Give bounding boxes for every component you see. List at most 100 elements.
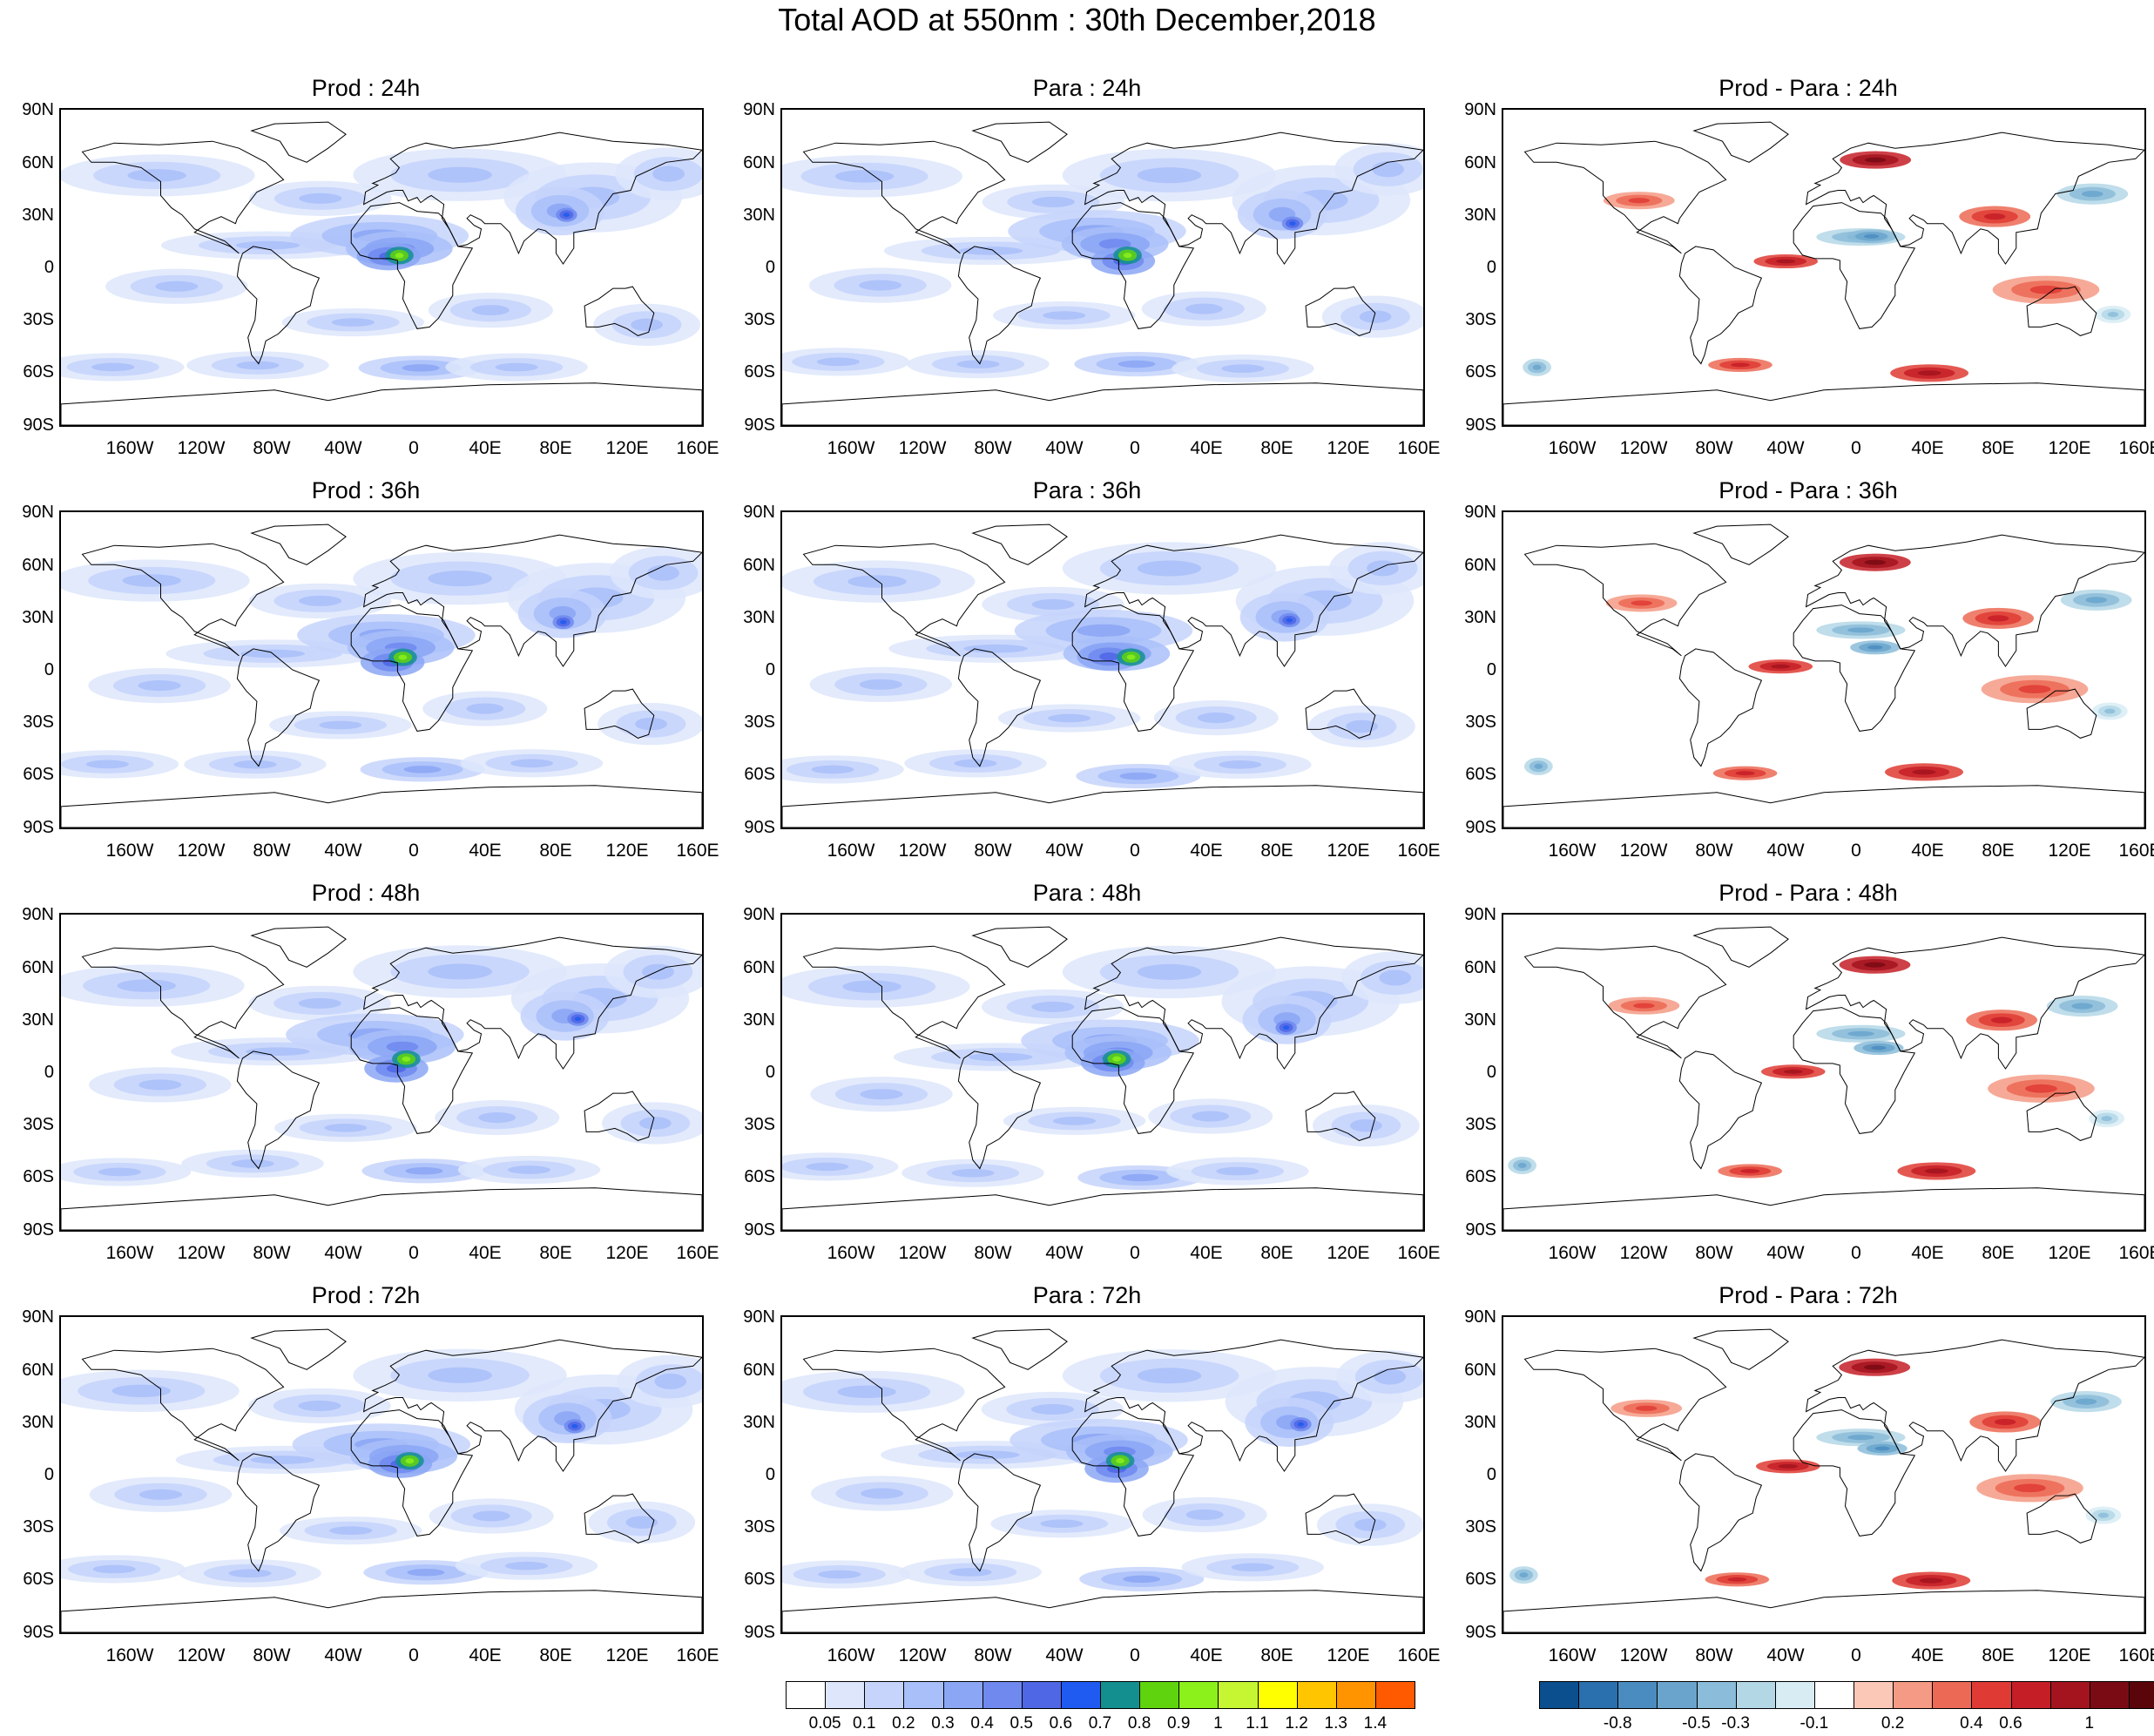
map-svg [782,121,1423,425]
longitude-label: 160W [105,841,154,861]
colorbar-swatch [903,1681,944,1709]
coastline-outline [1084,1339,1423,1472]
field-patch [806,1162,849,1172]
latitude-label: 30N [1464,608,1496,627]
latitude-label: 30S [744,310,775,329]
latitude-label: 60S [23,1570,54,1589]
coastline-outline [1523,140,1727,254]
field-patch [324,1123,368,1132]
longitude-label: 160E [676,438,719,458]
field-patch [245,1047,310,1057]
coastline-outline [1071,202,1195,329]
coastline-outline [1305,1091,1376,1141]
latitude-label: 30N [1464,1413,1496,1432]
longitude-label: 40E [1190,438,1223,458]
longitude-label: 0 [409,438,419,458]
field-patch [1053,1117,1097,1125]
longitude-label: 0 [1851,438,1861,458]
latitude-label: 60S [1465,1570,1496,1589]
latitude-label: 60N [1464,1361,1496,1380]
coastline-outline [1503,382,2144,425]
coastline-outline [1084,936,1423,1070]
map-svg [1503,926,2144,1230]
colorbar-swatch [2049,1681,2090,1709]
field-patch [638,1117,672,1130]
latitude-label: 30S [1465,1115,1496,1134]
coastlines [61,524,702,827]
field-patch [1116,1457,1124,1463]
coastline-outline [1503,785,2144,827]
colorbar-swatch [1296,1681,1337,1709]
map-plot [1502,1315,2146,1634]
longitude-label: 160W [105,438,154,458]
latitude-label: 60N [22,153,54,172]
coastline-outline [1692,1328,1789,1370]
latitude-label: 90N [743,503,775,522]
latitude-label: 30S [23,310,54,329]
longitude-label: 80W [253,841,291,861]
coastlines [782,121,1423,425]
longitude-label: 40W [324,1645,362,1665]
colorbar-swatch [2128,1681,2154,1709]
colorbar-label: 0.5 [1009,1714,1033,1733]
field-patch [2029,285,2063,294]
field-patch [1534,763,1543,769]
latitude-label: 90S [1465,1220,1496,1240]
latitude-label: 90N [743,1307,775,1327]
coastline-outline [971,1328,1068,1370]
longitude-label: 120E [605,841,649,861]
longitude-label: 80E [1260,1645,1293,1665]
colorbar-swatch [1218,1681,1259,1709]
field-patch [1216,1166,1259,1176]
field-patch [1517,1162,1527,1168]
field-patch [386,1041,419,1052]
field-patch [402,364,440,372]
field-patch [1031,598,1075,610]
longitude-label: 80E [1982,438,2015,458]
longitude-label: 80W [974,1645,1012,1665]
latitude-label: 0 [765,258,775,277]
field-patch [2097,1512,2110,1518]
coastline-outline [584,1493,655,1543]
coastline-outline [61,382,702,425]
field-patch [1633,1003,1655,1009]
latitude-label: 60N [1464,958,1496,977]
latitude-label: 60S [744,1570,775,1589]
longitude-label: 160E [1397,841,1441,861]
map-panel: Prod - Para : 48h 90N 60N 30N 0 30S 60S 90S 160W… [1442,880,2154,1285]
coastline-outline [1793,202,1916,329]
field-patch [1221,364,1265,373]
field-patch [842,980,901,993]
colorbar-swatch [1735,1681,1776,1709]
field-patch [1847,1030,1874,1037]
field-patch [1912,769,1936,775]
latitude-label: 60S [23,1167,54,1186]
field-patch [155,280,199,292]
field-patch [1099,652,1119,661]
aod-field [61,945,702,1186]
coastline-outline [584,688,655,739]
colorbar-swatch [1060,1681,1101,1709]
field-patch [111,1384,171,1398]
field-patch [2018,685,2051,694]
longitude-label: 120W [1619,1645,1668,1665]
field-patch [860,1089,903,1100]
map-panel: Prod : 72h 90N 60N 30N 0 30S 60S 90S 160W 120W 80W… [0,1282,732,1687]
latitude-label: 90N [1464,1307,1496,1327]
coastlines [61,926,702,1230]
field-patch [1121,1173,1159,1182]
coastline-outline [782,382,1423,425]
field-patch [1098,239,1131,250]
coastline-outline [802,1348,1006,1462]
map-panel: Para : 36h 90N 60N 30N 0 30S 60S 90S 160W 120W 80W… [721,477,1453,882]
map-svg [1503,1328,2144,1632]
field-patch [834,170,895,183]
longitude-label: 0 [1130,1645,1140,1665]
longitude-label: 120W [1619,438,1668,458]
colorbar-swatch [1021,1681,1062,1709]
field-patch [1874,1446,1890,1451]
field-patch [2085,597,2107,604]
field-patch [954,759,997,768]
difference-field [1523,151,2131,382]
field-patch [811,765,854,774]
